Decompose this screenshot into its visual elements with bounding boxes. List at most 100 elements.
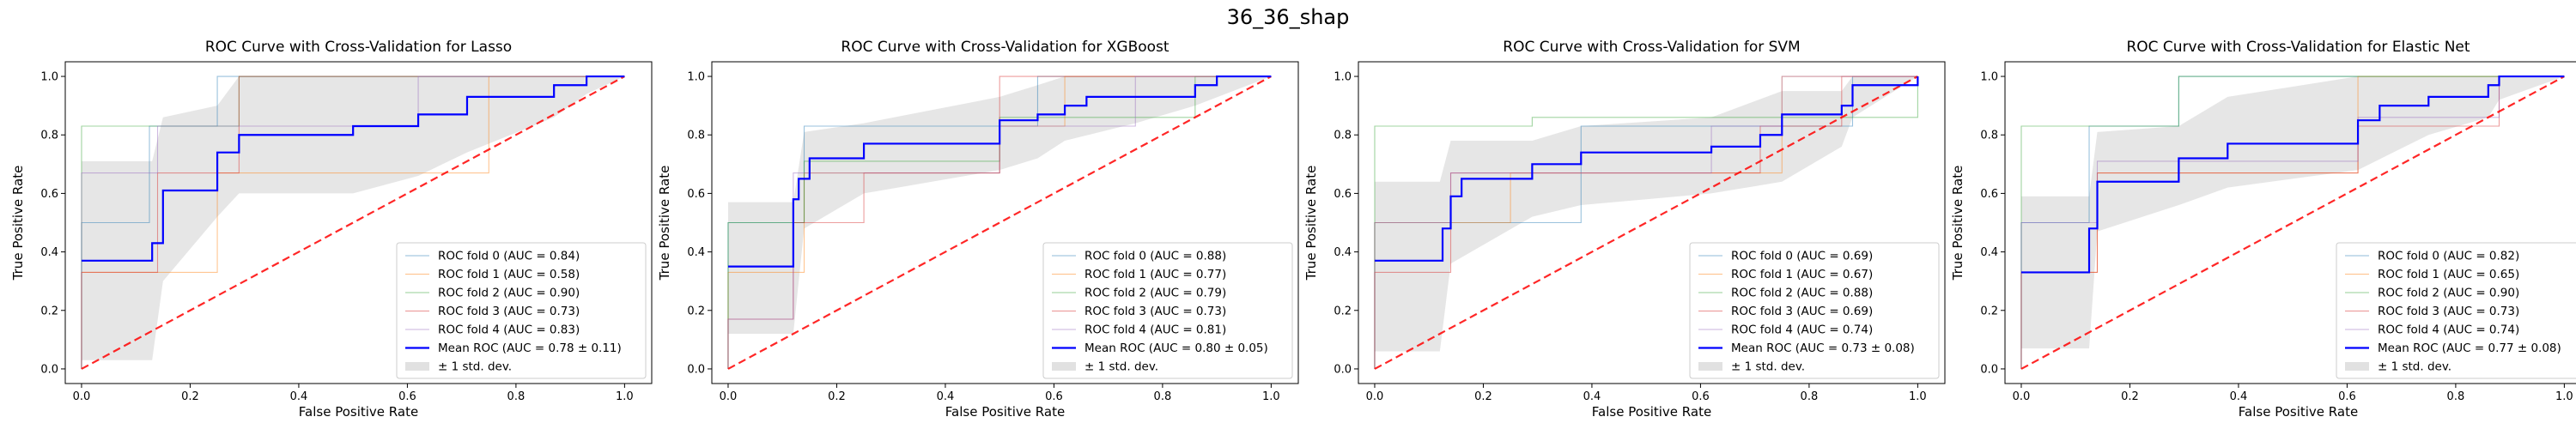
legend-entry-label: ROC fold 3 (AUC = 0.73) xyxy=(1084,305,1226,318)
legend-entry-label: Mean ROC (AUC = 0.77 ± 0.08) xyxy=(2378,341,2561,355)
panel-title: ROC Curve with Cross-Validation for SVM xyxy=(1503,39,1800,56)
x-tick-label: 1.0 xyxy=(1909,390,1927,403)
x-tick-label: 0.0 xyxy=(1366,390,1384,403)
panel-title: ROC Curve with Cross-Validation for Elas… xyxy=(2126,39,2470,56)
legend-entry-label: ROC fold 2 (AUC = 0.88) xyxy=(1731,287,1873,300)
roc-panel-2: ROC Curve with Cross-Validation for SVM F… xyxy=(1303,39,1946,420)
y-tick-label: 0.2 xyxy=(687,305,705,317)
x-tick-label: 0.4 xyxy=(1583,390,1601,403)
legend-entry-label: ROC fold 4 (AUC = 0.81) xyxy=(1084,323,1226,337)
legend-entry-label: ROC fold 0 (AUC = 0.69) xyxy=(1731,250,1873,263)
y-tick-label: 0.8 xyxy=(1980,130,1998,142)
legend-std-swatch xyxy=(2345,362,2369,371)
x-tick-label: 1.0 xyxy=(2555,390,2573,403)
figure-suptitle: 36_36_shap xyxy=(1227,5,1350,29)
y-tick-label: 0.0 xyxy=(1980,363,1998,376)
legend-entry-label: ROC fold 2 (AUC = 0.79) xyxy=(1084,287,1226,300)
x-tick-label: 0.6 xyxy=(398,390,416,403)
panels-container: ROC Curve with Cross-Validation for Lass… xyxy=(10,39,2576,420)
roc-fold-1-line xyxy=(1374,76,1918,369)
legend: ROC fold 0 (AUC = 0.88) ROC fold 1 (AUC =… xyxy=(1042,242,1293,379)
x-tick-label: 0.2 xyxy=(2121,390,2139,403)
x-axis-label: False Positive Rate xyxy=(1592,404,1711,420)
roc-panel-0: ROC Curve with Cross-Validation for Lass… xyxy=(10,39,653,420)
legend-entry-label: ROC fold 3 (AUC = 0.69) xyxy=(1731,305,1873,318)
plot-area xyxy=(1374,76,1919,370)
legend-entry-label: ROC fold 4 (AUC = 0.74) xyxy=(2378,323,2519,337)
x-tick-label: 0.4 xyxy=(2230,390,2248,403)
roc-fold-4-line xyxy=(81,76,625,369)
legend-box xyxy=(1689,242,1940,379)
roc-fold-4-line xyxy=(727,76,1272,369)
legend-entry-label: ROC fold 1 (AUC = 0.77) xyxy=(1084,268,1226,281)
x-axis-label: False Positive Rate xyxy=(2239,404,2358,420)
chance-line xyxy=(727,76,1272,370)
x-tick-label: 0.2 xyxy=(181,390,199,403)
legend-entry-label: Mean ROC (AUC = 0.78 ± 0.11) xyxy=(438,341,622,355)
y-tick-label: 0.0 xyxy=(40,363,58,376)
y-tick-label: 0.6 xyxy=(1334,188,1352,201)
legend-entry-label: ROC fold 1 (AUC = 0.58) xyxy=(438,268,580,281)
mean-roc-line xyxy=(1374,76,1919,262)
roc-fold-4-line xyxy=(2020,76,2565,369)
y-tick-label: 0.2 xyxy=(1980,305,1998,317)
y-tick-label: 0.0 xyxy=(1334,363,1352,376)
legend-entry-label: ROC fold 3 (AUC = 0.73) xyxy=(438,305,580,318)
legend-entry-label: ROC fold 3 (AUC = 0.73) xyxy=(2378,305,2519,318)
y-tick-label: 0.8 xyxy=(687,130,705,142)
roc-fold-0-line xyxy=(727,76,1272,369)
legend-box xyxy=(396,242,647,379)
y-tick-label: 1.0 xyxy=(1334,71,1352,84)
panel-title: ROC Curve with Cross-Validation for Lass… xyxy=(205,39,512,56)
y-tick-label: 1.0 xyxy=(1980,71,1998,84)
mean-roc-line xyxy=(81,75,625,262)
y-axis-label: True Positive Rate xyxy=(1950,166,1965,281)
std-dev-band xyxy=(727,76,1272,335)
x-axis-label: False Positive Rate xyxy=(299,404,418,420)
x-tick-label: 0.6 xyxy=(1692,390,1710,403)
x-tick-label: 0.8 xyxy=(507,390,526,403)
roc-fold-2-line xyxy=(2020,76,2565,369)
legend-entry-label: ± 1 std. dev. xyxy=(438,360,512,374)
x-tick-label: 0.8 xyxy=(2447,390,2465,403)
legend-std-swatch xyxy=(405,362,429,371)
std-dev-band xyxy=(2020,76,2565,349)
chance-line xyxy=(2020,76,2565,370)
x-tick-label: 0.4 xyxy=(290,390,308,403)
y-tick-label: 0.2 xyxy=(1334,305,1352,317)
x-axis-label: False Positive Rate xyxy=(945,404,1065,420)
y-tick-label: 0.4 xyxy=(1334,246,1352,259)
x-tick-label: 0.2 xyxy=(1474,390,1492,403)
legend-entry-label: ± 1 std. dev. xyxy=(1731,360,1805,374)
x-tick-label: 1.0 xyxy=(616,390,634,403)
roc-fold-1-line xyxy=(727,76,1272,369)
y-tick-label: 0.2 xyxy=(40,305,58,317)
y-tick-label: 1.0 xyxy=(687,71,705,84)
roc-fold-3-line xyxy=(81,76,625,369)
plot-area xyxy=(81,75,625,370)
mean-roc-line xyxy=(2020,75,2565,274)
y-tick-label: 1.0 xyxy=(40,71,58,84)
x-tick-label: 0.0 xyxy=(720,390,738,403)
x-tick-label: 0.0 xyxy=(73,390,91,403)
std-dev-band xyxy=(81,76,625,360)
plot-area xyxy=(2020,75,2565,370)
mean-roc-line xyxy=(727,75,1272,268)
y-tick-label: 0.4 xyxy=(687,246,705,259)
legend-entry-label: ROC fold 4 (AUC = 0.74) xyxy=(1731,323,1873,337)
x-tick-label: 0.4 xyxy=(937,390,955,403)
x-tick-label: 0.8 xyxy=(1154,390,1172,403)
axes-frame xyxy=(1358,61,1946,384)
x-tick-label: 0.6 xyxy=(2338,390,2356,403)
roc-fold-0-line xyxy=(81,76,625,369)
roc-panel-3: ROC Curve with Cross-Validation for Elas… xyxy=(1950,39,2576,420)
x-tick-label: 0.2 xyxy=(828,390,846,403)
std-dev-band xyxy=(1374,76,1918,352)
roc-fold-4-line xyxy=(1374,76,1918,369)
legend-entry-label: Mean ROC (AUC = 0.80 ± 0.05) xyxy=(1084,341,1268,355)
legend-entry-label: ROC fold 0 (AUC = 0.82) xyxy=(2378,250,2519,263)
y-tick-label: 0.8 xyxy=(1334,130,1352,142)
roc-fold-3-line xyxy=(1374,76,1918,369)
legend-entry-label: ROC fold 4 (AUC = 0.83) xyxy=(438,323,580,337)
legend-entry-label: ROC fold 2 (AUC = 0.90) xyxy=(2378,287,2519,300)
